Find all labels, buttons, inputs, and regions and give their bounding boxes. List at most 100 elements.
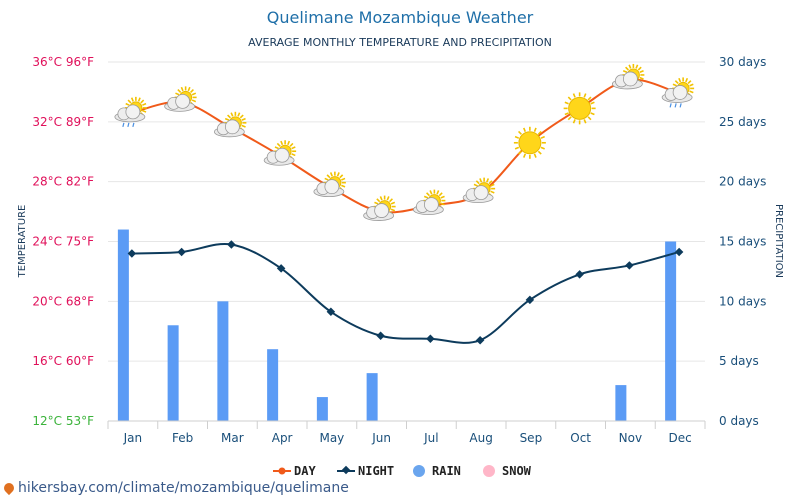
partly-cloudy-icon <box>462 177 496 204</box>
sun-ray <box>540 135 545 139</box>
legend-day-label: DAY <box>294 464 316 478</box>
sun-ray <box>514 146 520 150</box>
cloud-puff <box>622 71 638 87</box>
x-tick-label: Sep <box>520 431 543 445</box>
y-right-axis-title: PRECIPITATION <box>773 204 784 278</box>
sun-ray <box>637 66 642 71</box>
sun-ray <box>180 86 184 92</box>
sun-ray <box>339 174 344 179</box>
legend-item-day[interactable]: DAY <box>273 464 316 478</box>
night-point <box>426 334 435 343</box>
night-point <box>674 247 684 257</box>
legend-night-label: NIGHT <box>358 464 394 478</box>
sun-ray <box>622 70 628 74</box>
legend-rain-marker <box>413 465 425 477</box>
y-left-axis-title: TEMPERATURE <box>17 205 28 279</box>
chart-title: Quelimane Mozambique Weather <box>267 8 534 27</box>
sun-ray <box>175 92 180 96</box>
night-point <box>625 261 634 270</box>
source-link[interactable]: hikersbay.com/climate/mozambique/quelima… <box>1 480 349 496</box>
sun-ray <box>514 135 520 139</box>
legend-rain-label: RAIN <box>432 464 461 478</box>
legend-snow-marker <box>483 465 495 477</box>
sun-ray <box>473 183 478 187</box>
y-left-tick-label: 20°C 68°F <box>32 294 94 308</box>
sun-ray <box>190 89 194 94</box>
partly-cloudy-rain-icon <box>661 77 695 108</box>
sun-ray <box>191 92 197 96</box>
sun-ray <box>287 140 291 146</box>
sun-ray <box>341 184 346 188</box>
sun-ray <box>426 192 430 197</box>
partly-cloudy-icon <box>611 63 645 90</box>
sun-ray <box>390 201 396 205</box>
sun-ray <box>436 190 440 195</box>
sun-ray <box>191 99 197 103</box>
legend-item-snow[interactable]: SNOW <box>483 464 532 478</box>
rain-drop <box>132 122 135 128</box>
sun-ray <box>490 183 495 187</box>
y-left-tick-label: 32°C 89°F <box>32 115 94 129</box>
x-tick-label: Apr <box>272 431 293 445</box>
partly-cloudy-icon <box>412 189 446 216</box>
rain-bar <box>117 229 129 421</box>
sun-ray <box>564 112 569 116</box>
sun-ray <box>587 96 592 101</box>
sun-ray <box>590 101 595 105</box>
sun-ray <box>291 153 296 157</box>
rain-bar <box>217 301 229 421</box>
cloud-puff <box>224 119 240 135</box>
sun-ray <box>241 124 246 128</box>
sun-ray <box>289 142 294 147</box>
axes: 36°C 96°F 32°C 89°F 28°C 82°F 24°C 75°F 20°C… <box>32 55 766 445</box>
rain-bar <box>167 325 179 421</box>
location-pin-icon <box>1 480 17 496</box>
partly-cloudy-icon <box>263 140 297 166</box>
y-left-tick-label: 24°C 75°F <box>32 235 94 249</box>
sun-ray <box>689 90 694 94</box>
cloud-puff <box>324 179 340 195</box>
rain-bar <box>665 241 677 421</box>
sun-ray <box>572 93 576 98</box>
sun-ray <box>567 116 572 121</box>
sun-ray <box>438 192 443 197</box>
sun-ray <box>583 93 587 98</box>
sun-ray <box>274 146 279 150</box>
sun-ray <box>475 180 480 185</box>
sun-ray <box>583 119 587 124</box>
sun-ray <box>523 153 527 158</box>
sun-ray <box>227 114 231 119</box>
sun-ray <box>635 64 639 69</box>
sun-ray <box>130 97 134 102</box>
rain-bars <box>117 229 677 421</box>
sun-ray <box>137 97 141 102</box>
night-point <box>326 307 336 317</box>
legend-night-marker <box>341 465 351 475</box>
rain-bar <box>267 349 279 421</box>
sun-ray <box>672 83 677 87</box>
sun-ray <box>486 178 490 183</box>
legend-item-night[interactable]: NIGHT <box>337 464 394 478</box>
rain-drop <box>674 103 677 108</box>
sun-ray <box>533 127 537 132</box>
x-tick-label: Jul <box>423 431 438 445</box>
rain-drop <box>679 103 682 108</box>
sun-ray <box>140 99 145 104</box>
sun-ray <box>488 180 493 185</box>
y-right-tick-label: 0 days <box>719 414 759 428</box>
night-point <box>376 331 385 340</box>
cloud-puff <box>672 85 688 100</box>
x-tick-label: Jan <box>123 431 143 445</box>
sun-ray <box>685 77 689 83</box>
legend-item-rain[interactable]: RAIN <box>413 464 461 478</box>
x-tick-label: Feb <box>172 431 193 445</box>
y-left-tick-label: 36°C 96°F <box>32 55 94 69</box>
sun-ray <box>239 114 244 119</box>
y-right-tick-label: 20 days <box>719 175 766 189</box>
rain-bar <box>615 385 627 421</box>
sun-ray <box>280 140 284 146</box>
sun-ray <box>533 153 537 158</box>
sun-ray <box>324 177 329 181</box>
cloud-puff <box>374 203 390 218</box>
night-point <box>127 249 137 258</box>
